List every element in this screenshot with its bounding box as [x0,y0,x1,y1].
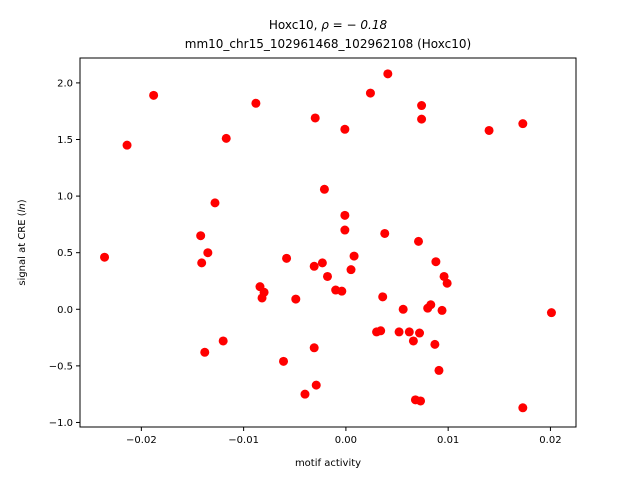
data-point [340,225,350,235]
data-point [417,101,427,111]
data-point [416,396,426,406]
data-point [218,336,228,346]
x-tick-label: −0.02 [126,435,157,446]
data-point [349,251,359,261]
data-point [365,88,375,98]
data-point [426,300,436,310]
data-point [408,336,418,346]
x-axis-ticks: −0.02 −0.01 0.00 0.01 0.02 [126,427,562,446]
data-point [439,271,449,281]
x-tick-label: −0.01 [228,435,259,446]
y-tick-label: 1.5 [57,135,73,146]
data-point [398,304,408,314]
data-point [518,403,528,413]
data-point [430,339,440,349]
data-point [380,228,390,238]
data-point [122,140,132,150]
data-point [484,125,494,135]
data-point [317,258,327,268]
data-point [415,328,425,338]
data-point [259,287,269,297]
data-point [376,326,386,336]
data-point [291,294,301,304]
data-point [200,347,210,357]
data-point [279,356,289,366]
data-point [346,265,356,275]
data-point [518,119,528,129]
data-point [546,308,556,318]
data-point [221,133,231,143]
data-point [282,253,292,263]
data-point [378,292,388,302]
data-point [309,261,319,271]
plot-frame [79,57,577,428]
x-axis-label: motif activity [295,458,361,469]
y-tick-label: 1.0 [57,192,73,203]
y-tick-label: −1.0 [49,418,73,429]
data-point [442,278,452,288]
data-point [319,184,329,194]
data-points [100,69,556,413]
y-axis-ticks: −1.0 −0.5 0.0 0.5 1.0 1.5 2.0 [49,78,80,429]
data-point [340,210,350,220]
chart-title-rho: ρ = − 0.18 [321,18,387,32]
chart-title-line2: mm10_chr15_102961468_102962108 (Hoxc10) [185,37,471,51]
data-point [414,236,424,246]
data-point [300,389,310,399]
x-tick-label: 0.00 [335,435,357,446]
data-point [434,365,444,375]
y-tick-label: 2.0 [57,78,73,89]
data-point [404,327,414,337]
data-point [337,286,347,296]
data-point [309,343,319,353]
y-axis-label: signal at CRE (ln) [17,199,28,285]
data-point [203,248,213,258]
data-point [149,90,159,100]
data-point [322,271,332,281]
data-point [310,113,320,123]
data-point [417,114,427,124]
data-point [394,327,404,337]
x-tick-label: 0.02 [539,435,561,446]
data-point [196,231,206,241]
y-tick-label: 0.5 [57,248,73,259]
data-point [431,257,441,267]
data-point [311,380,321,390]
data-point [251,98,261,108]
x-tick-label: 0.01 [437,435,459,446]
chart-title-line1: Hoxc10, ρ = − 0.18 [269,18,388,32]
data-point [197,258,207,268]
data-point [383,69,393,79]
data-point [100,252,110,262]
y-tick-label: 0.0 [57,305,73,316]
data-point [210,198,220,208]
data-point [437,305,447,315]
data-point [340,124,350,134]
y-tick-label: −0.5 [49,361,73,372]
